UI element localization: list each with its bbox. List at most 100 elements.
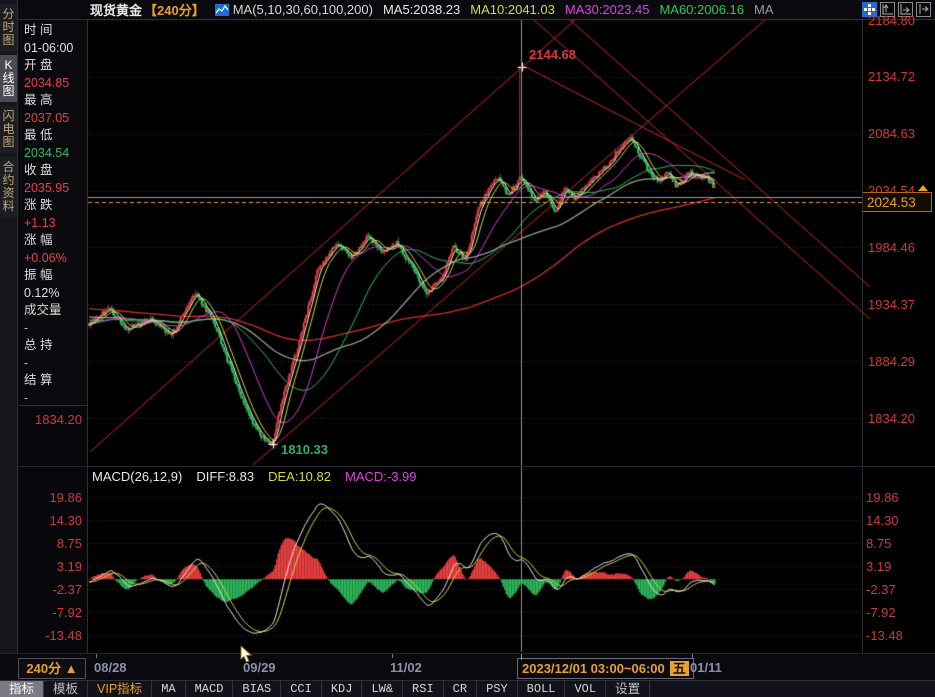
macd-axis-label-right: -2.37 xyxy=(866,581,896,597)
quote-label: 振 幅 xyxy=(24,268,53,282)
weekday-badge: 五 xyxy=(669,661,689,676)
date-tick xyxy=(392,654,393,658)
macd-dea-value: DEA:10.82 xyxy=(268,469,331,484)
crosshair-icon[interactable] xyxy=(862,2,877,17)
period-selector[interactable]: 240分 ▲ xyxy=(18,658,86,679)
quote-value: 2034.85 xyxy=(24,75,70,90)
line-chart-icon xyxy=(214,3,229,16)
price-marker-triangle xyxy=(918,184,928,191)
quote-value: 0.12% xyxy=(24,285,60,300)
side-tab-合约资料[interactable]: 合 约 资 料 xyxy=(0,157,17,217)
macd-diff-value: DIFF:8.83 xyxy=(196,469,255,484)
macd-axis-label-left: 14.30 xyxy=(49,512,82,528)
toolbar-item-MA[interactable]: MA xyxy=(152,681,186,697)
price-axis-label: 1834.20 xyxy=(868,410,915,426)
ma-legend: MA5:2038.23 MA10:2041.03 MA30:2023.45 MA60:… xyxy=(373,2,774,17)
axis-divider-vertical xyxy=(862,20,863,653)
current-price-flag: 2024.53 xyxy=(862,191,932,212)
quote-value: - xyxy=(24,355,29,370)
quote-panel: 时 间 01-06:00 开 盘 2034.85 最 高 2037.05 最 低 2034.5… xyxy=(18,20,87,406)
date-tick xyxy=(96,654,97,658)
zoom-range-icon[interactable] xyxy=(880,2,895,17)
macd-axis-label-left: -7.92 xyxy=(52,604,82,620)
quote-value: +1.13 xyxy=(24,215,56,230)
chart-toolbar-icons xyxy=(862,2,931,17)
left-tabstrip: 分 时 图 K 线 图闪 电 图合 约 资 料 xyxy=(0,0,18,653)
date-tick xyxy=(692,654,693,658)
macd-axis-label-left: 19.86 xyxy=(49,489,82,505)
pan-right-icon[interactable] xyxy=(916,2,931,17)
date-label: 08/28 xyxy=(94,660,127,675)
macd-axis-label-right: 3.19 xyxy=(866,558,892,574)
quote-label: 最 高 xyxy=(24,93,53,107)
ma-legend-item: MA10:2041.03 xyxy=(470,2,555,17)
ma-settings-label: MA(5,10,30,60,100,200) xyxy=(232,2,373,17)
toolbar-item-LW&[interactable]: LW& xyxy=(362,681,404,697)
quote-label: 时 间 xyxy=(24,23,53,37)
price-axis-label: 1884.29 xyxy=(868,353,915,369)
quote-label: 最 低 xyxy=(24,128,53,142)
toolbar-item-RSI[interactable]: RSI xyxy=(403,681,444,697)
toolbar-item-CCI[interactable]: CCI xyxy=(281,681,322,697)
toolbar-item-KDJ[interactable]: KDJ xyxy=(322,681,363,697)
quote-label: 成交量 xyxy=(24,303,62,317)
price-axis-label: 2084.63 xyxy=(868,126,915,142)
price-axis-label: 1984.46 xyxy=(868,239,915,255)
quote-value: - xyxy=(24,390,29,405)
annotation-high-price: 2144.68 xyxy=(529,47,576,62)
side-tab-K线图[interactable]: K 线 图 xyxy=(0,55,17,102)
quote-label: 总 持 xyxy=(24,338,53,352)
macd-axis-label-left: -2.37 xyxy=(52,581,82,597)
quote-value: 01-06:00 xyxy=(24,40,74,55)
macd-indicator-header: MACD(26,12,9) DIFF:8.83 DEA:10.82 MACD:-… xyxy=(88,469,862,486)
side-tab-分时图[interactable]: 分 时 图 xyxy=(0,4,17,51)
ma-legend-item: MA5:2038.23 xyxy=(382,2,461,17)
date-label: 01/11 xyxy=(690,660,722,675)
macd-axis-label-right: 8.75 xyxy=(866,535,892,551)
quote-value: - xyxy=(24,320,29,335)
indicator-toolbar: 指标 模板 VIP指标 MA MACD BIAS CCI KDJ LW& RSI CR PSY BOLL… xyxy=(0,680,935,697)
zoom-play-icon[interactable] xyxy=(898,2,913,17)
quote-label: 结 算 xyxy=(24,373,53,387)
side-tab-闪电图[interactable]: 闪 电 图 xyxy=(0,106,17,153)
macd-axis-label-left: 3.19 xyxy=(56,558,82,574)
ma-legend-item: MA xyxy=(754,2,774,17)
quote-value: 2034.54 xyxy=(24,145,70,160)
toolbar-item-模板[interactable]: 模板 xyxy=(44,681,89,697)
toolbar-item-VIP指标[interactable]: VIP指标 xyxy=(88,681,153,697)
quote-value: +0.06% xyxy=(24,250,67,265)
symbol-name: 现货黄金 xyxy=(90,3,143,18)
macd-axis-label-right: -13.48 xyxy=(866,627,903,643)
date-label: 11/02 xyxy=(390,660,422,675)
ma-legend-item: MA30:2023.45 xyxy=(564,2,650,17)
time-axis: 240分 ▲ 2023/12/01 03:00~06:00 五 08/28 09/2… xyxy=(0,653,935,680)
price-axis-label: 1934.37 xyxy=(868,296,915,312)
quote-value: 2037.05 xyxy=(24,110,70,125)
macd-axis-label-right: 19.86 xyxy=(866,489,899,505)
toolbar-item-PSY[interactable]: PSY xyxy=(477,681,518,697)
price-axis-label: 2134.72 xyxy=(868,69,915,85)
period-label[interactable]: 【240分】 xyxy=(144,3,205,18)
macd-macd-value: MACD:-3.99 xyxy=(344,469,417,484)
toolbar-item-CR[interactable]: CR xyxy=(444,681,478,697)
mouse-cursor xyxy=(240,646,253,663)
crosshair-axis-tick xyxy=(521,654,522,660)
macd-axis-label-right: -7.92 xyxy=(866,604,896,620)
toolbar-item-VOL[interactable]: VOL xyxy=(565,681,607,697)
chart-header: 现货黄金 【240分】 MA(5,10,30,60,100,200) MA5:2… xyxy=(18,0,935,20)
toolbar-item-指标[interactable]: 指标 xyxy=(0,681,45,697)
toolbar-item-设置[interactable]: 设置 xyxy=(606,681,651,697)
quote-label: 涨 幅 xyxy=(24,233,53,247)
highlighted-date-label: 2023/12/01 03:00~06:00 五 xyxy=(517,658,694,679)
toolbar-item-BOLL[interactable]: BOLL xyxy=(518,681,566,697)
ma-legend-item: MA60:2006.16 xyxy=(659,2,745,17)
panel-divider-horizontal xyxy=(18,466,935,467)
quote-label: 收 盘 xyxy=(24,163,53,177)
toolbar-item-MACD[interactable]: MACD xyxy=(186,681,234,697)
toolbar-item-BIAS[interactable]: BIAS xyxy=(233,681,282,697)
macd-axis-label-left: -13.48 xyxy=(45,627,82,643)
quote-label: 涨 跌 xyxy=(24,198,53,212)
macd-axis-label-left: 8.75 xyxy=(56,535,82,551)
